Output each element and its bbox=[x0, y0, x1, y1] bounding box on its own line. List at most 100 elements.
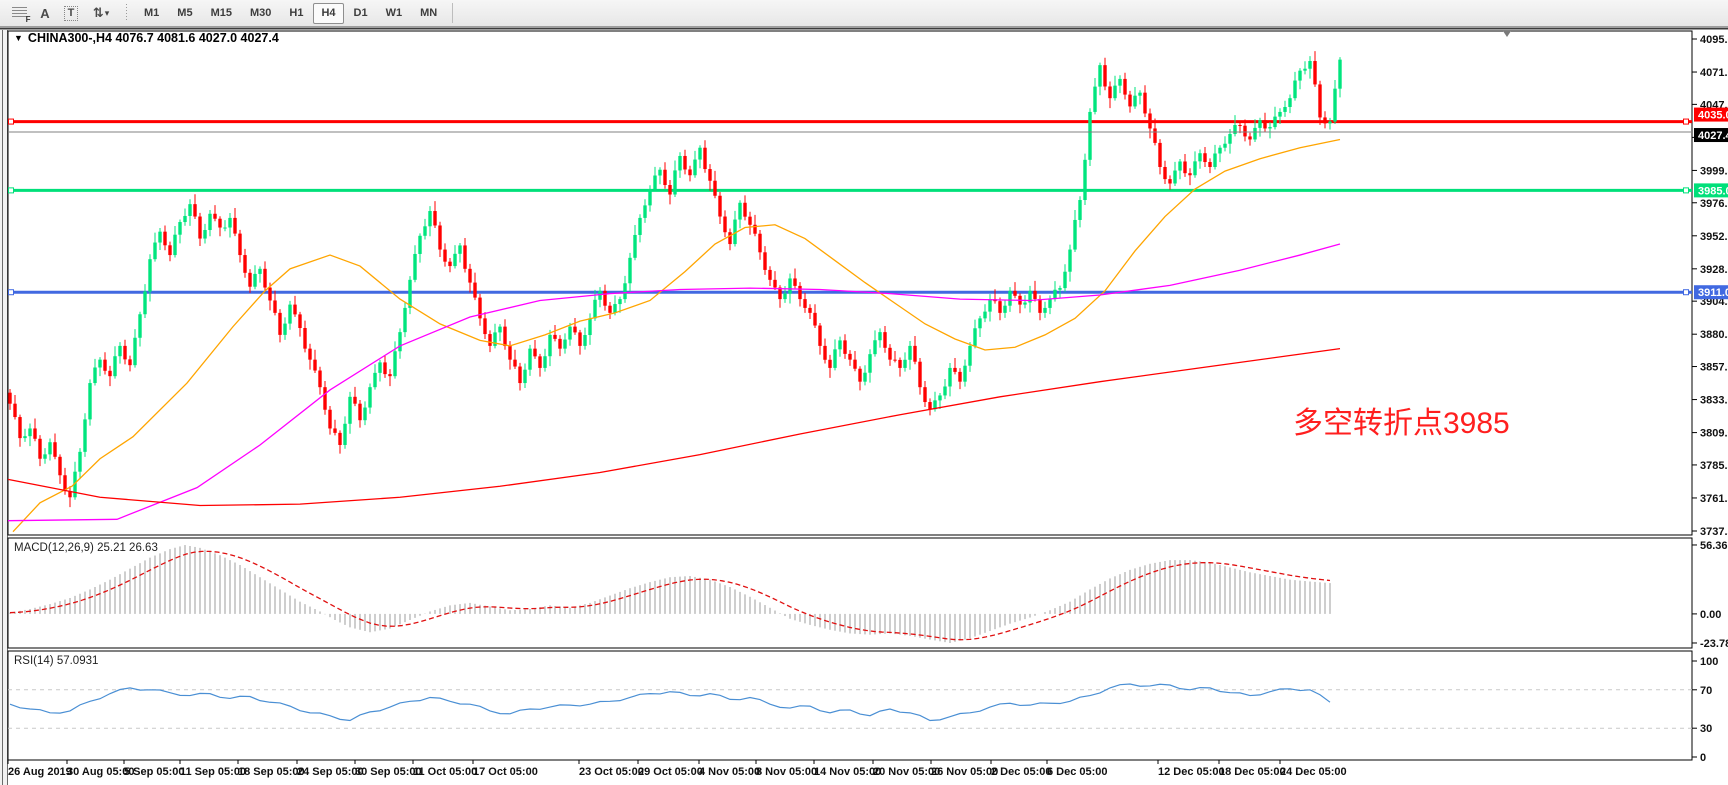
annotation-text[interactable]: 多空转折点3985 bbox=[1293, 407, 1510, 440]
date-tick-label: 29 Oct 05:00 bbox=[638, 766, 703, 778]
price-tick-label: 3833.0 bbox=[1700, 395, 1728, 407]
arrows-icon: ⇅ bbox=[92, 5, 104, 20]
line-anchor-marker[interactable] bbox=[8, 118, 14, 125]
svg-text:3985.0: 3985.0 bbox=[1698, 185, 1728, 197]
date-tick-label: 18 Dec 05:00 bbox=[1219, 766, 1286, 778]
timeframe-button-w1[interactable]: W1 bbox=[385, 6, 403, 19]
date-tick-label: 17 Oct 05:00 bbox=[473, 766, 538, 778]
price-tick-label: 3761.5 bbox=[1700, 493, 1728, 505]
timeframe-buttons: M1 M5 M15 M30 H1 H4 D1 W1 MN bbox=[135, 2, 446, 24]
timeframe-button-d1[interactable]: D1 bbox=[353, 6, 368, 19]
price-tick-label: 3880.5 bbox=[1700, 329, 1728, 341]
price-tick-label: 3999.5 bbox=[1700, 165, 1728, 177]
line-anchor-marker[interactable] bbox=[8, 187, 14, 194]
date-tick-label: 23 Oct 05:00 bbox=[579, 766, 644, 778]
rsi-line bbox=[9, 683, 1331, 722]
rsi-panel[interactable] bbox=[7, 650, 1693, 761]
ma-slow-line bbox=[7, 348, 1341, 507]
date-tick-label: 6 Dec 05:00 bbox=[1047, 766, 1108, 778]
line-anchor-marker[interactable] bbox=[8, 289, 14, 296]
macd-tick-label: -23.78 bbox=[1700, 638, 1728, 650]
timeframe-button-m15[interactable]: M15 bbox=[210, 6, 232, 19]
arrows-tool-button[interactable]: ⇅ ▾ bbox=[84, 2, 118, 24]
price-tag-3911.0: 3911.0 bbox=[1694, 285, 1728, 300]
toolbar: F A T ⇅ ▾ M1 M5 M15 M30 H1 H4 D1 W1 MN bbox=[0, 0, 1728, 27]
grid-f-badge: F bbox=[25, 15, 31, 24]
price-shift-marker[interactable] bbox=[1503, 31, 1511, 37]
date-tick-label: 5 Sep 05:00 bbox=[124, 766, 185, 778]
date-tick-label: 30 Aug 05:00 bbox=[67, 766, 134, 778]
price-tick-label: 3737.5 bbox=[1700, 526, 1728, 538]
symbol-dropdown-icon[interactable]: ▼ bbox=[14, 33, 23, 43]
price-axis[interactable]: 4095.04071.04047.54023.53999.53976.03952… bbox=[1692, 34, 1728, 764]
chevron-down-icon[interactable]: ▾ bbox=[104, 7, 110, 18]
timeframe-button-mn[interactable]: MN bbox=[420, 6, 438, 19]
chart-title-text: CHINA300-,H4 4076.7 4081.6 4027.0 4027.4 bbox=[27, 31, 279, 45]
date-tick-label: 12 Dec 05:00 bbox=[1158, 766, 1225, 778]
timeframe-button-m5[interactable]: M5 bbox=[177, 6, 193, 19]
price-tick-label: 4095.0 bbox=[1700, 34, 1728, 46]
date-tick-label: 11 Sep 05:00 bbox=[180, 766, 246, 778]
svg-text:4027.4: 4027.4 bbox=[1698, 130, 1728, 142]
horizontal-level-lines[interactable] bbox=[8, 118, 1692, 296]
text-label-tool-button[interactable]: T bbox=[58, 2, 84, 24]
rsi-tick-label: 70 bbox=[1700, 685, 1712, 697]
text-box-icon: T bbox=[63, 5, 79, 21]
chart-title: ▼ CHINA300-,H4 4076.7 4081.6 4027.0 4027.… bbox=[14, 31, 279, 45]
ma-mid-line bbox=[7, 243, 1341, 522]
date-tick-label: 20 Nov 05:00 bbox=[873, 766, 940, 778]
macd-signal-line bbox=[9, 550, 1331, 641]
macd-tick-label: 56.36 bbox=[1700, 540, 1728, 552]
rsi-indicator-label: RSI(14) 57.0931 bbox=[14, 655, 99, 667]
rsi-tick-label: 0 bbox=[1700, 752, 1706, 764]
svg-text:4035.0: 4035.0 bbox=[1698, 110, 1728, 122]
text-tool-button[interactable]: A bbox=[32, 2, 58, 24]
price-tag-4027.4: 4027.4 bbox=[1694, 128, 1728, 143]
date-tick-label: 30 Sep 05:00 bbox=[355, 766, 422, 778]
price-tag-4035.0: 4035.0 bbox=[1694, 107, 1728, 122]
date-tick-label: 24 Sep 05:00 bbox=[297, 766, 364, 778]
line-anchor-marker[interactable] bbox=[1683, 118, 1689, 125]
date-tick-label: 4 Nov 05:00 bbox=[699, 766, 760, 778]
line-anchor-marker[interactable] bbox=[1683, 289, 1689, 296]
candlesticks bbox=[8, 51, 1342, 508]
toolbar-separator bbox=[124, 4, 129, 22]
price-tick-label: 3785.5 bbox=[1700, 460, 1728, 472]
price-tag-3985.0: 3985.0 bbox=[1694, 183, 1728, 198]
text-a-icon: A bbox=[40, 5, 50, 21]
price-tick-label: 3928.0 bbox=[1700, 264, 1728, 276]
date-tick-label: 2 Dec 05:00 bbox=[991, 766, 1052, 778]
timeframe-button-h4[interactable]: H4 bbox=[313, 2, 344, 24]
macd-histogram bbox=[9, 545, 1331, 644]
indicator-grid-tool-button[interactable]: F bbox=[6, 2, 32, 24]
timeframe-button-m1[interactable]: M1 bbox=[144, 6, 160, 19]
date-tick-label: 26 Aug 2019 bbox=[8, 766, 72, 778]
chart-canvas[interactable]: 4095.04071.04047.54023.53999.53976.03952… bbox=[0, 27, 1728, 785]
price-tick-label: 3857.0 bbox=[1700, 362, 1728, 374]
chart-window: 4095.04071.04047.54023.53999.53976.03952… bbox=[0, 27, 1728, 785]
price-tick-label: 3809.0 bbox=[1700, 428, 1728, 440]
toolbar-separator bbox=[452, 3, 454, 23]
price-tick-label: 4071.0 bbox=[1700, 67, 1728, 79]
date-tick-label: 26 Nov 05:00 bbox=[931, 766, 998, 778]
ma-fast-line bbox=[12, 138, 1341, 533]
macd-indicator-label: MACD(12,26,9) 25.21 26.63 bbox=[14, 542, 158, 554]
date-tick-label: 8 Nov 05:00 bbox=[756, 766, 817, 778]
line-anchor-marker[interactable] bbox=[1683, 187, 1689, 194]
timeframe-button-h1[interactable]: H1 bbox=[289, 6, 304, 19]
date-tick-label: 11 Oct 05:00 bbox=[413, 766, 477, 778]
date-tick-label: 14 Nov 05:00 bbox=[814, 766, 881, 778]
date-tick-label: 24 Dec 05:00 bbox=[1280, 766, 1347, 778]
main-chart-panel[interactable] bbox=[7, 30, 1693, 536]
timeframe-button-m30[interactable]: M30 bbox=[249, 6, 272, 19]
rsi-tick-label: 100 bbox=[1700, 656, 1718, 668]
rsi-tick-label: 30 bbox=[1700, 723, 1712, 735]
macd-tick-label: 0.00 bbox=[1700, 609, 1721, 621]
date-tick-label: 18 Sep 05:00 bbox=[238, 766, 305, 778]
svg-text:3911.0: 3911.0 bbox=[1698, 287, 1728, 299]
price-tick-label: 3952.0 bbox=[1700, 231, 1728, 243]
price-tick-label: 3976.0 bbox=[1700, 198, 1728, 210]
grid-lines-icon: F bbox=[11, 7, 31, 24]
